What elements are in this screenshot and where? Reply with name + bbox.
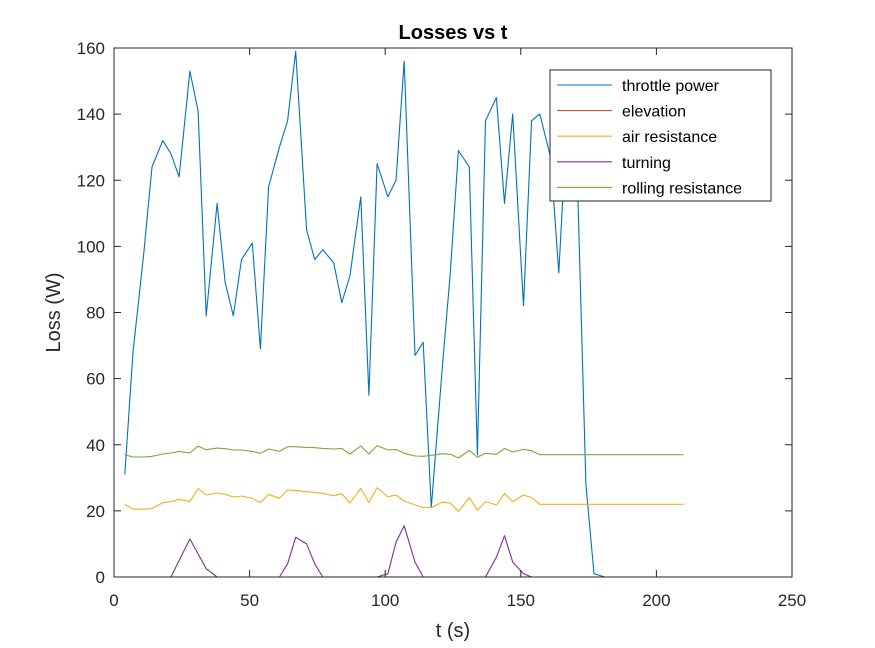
y-tick-label: 60: [86, 370, 105, 389]
series-line-air-resistance: [124, 487, 684, 513]
chart-title: Losses vs t: [399, 22, 508, 44]
legend-box: [549, 69, 772, 202]
x-tick-label: 100: [371, 591, 399, 610]
legend-label: throttle power: [622, 78, 720, 95]
y-tick-label: 40: [86, 436, 105, 455]
x-tick-label: 50: [240, 591, 259, 610]
legend-label: air resistance: [622, 129, 717, 146]
y-tick-label: 0: [96, 568, 105, 587]
ticks-layer: 0 50 100 150 200 250 0 20 40 60 80 100 120 140 160: [77, 39, 807, 610]
x-tick-label: 150: [507, 591, 535, 610]
x-tick-label: 200: [642, 591, 670, 610]
x-tick-label: 0: [109, 591, 118, 610]
x-tick-label: 250: [778, 591, 806, 610]
series-line-rolling-resistance: [124, 445, 684, 459]
legend-label: elevation: [622, 104, 686, 121]
x-axis-label: t (s): [436, 620, 470, 642]
legend: throttle power elevation air resistance tur…: [549, 69, 772, 202]
y-tick-label: 80: [86, 304, 105, 323]
legend-label: turning: [622, 155, 671, 172]
series-line-throttle-power: [124, 50, 684, 578]
y-axis-label: Loss (W): [43, 273, 65, 353]
y-tick-label: 100: [77, 237, 105, 256]
y-tick-label: 160: [77, 39, 105, 58]
y-tick-label: 140: [77, 105, 105, 124]
legend-label: rolling resistance: [622, 180, 742, 197]
y-tick-label: 120: [77, 171, 105, 190]
y-tick-label: 20: [86, 502, 105, 521]
